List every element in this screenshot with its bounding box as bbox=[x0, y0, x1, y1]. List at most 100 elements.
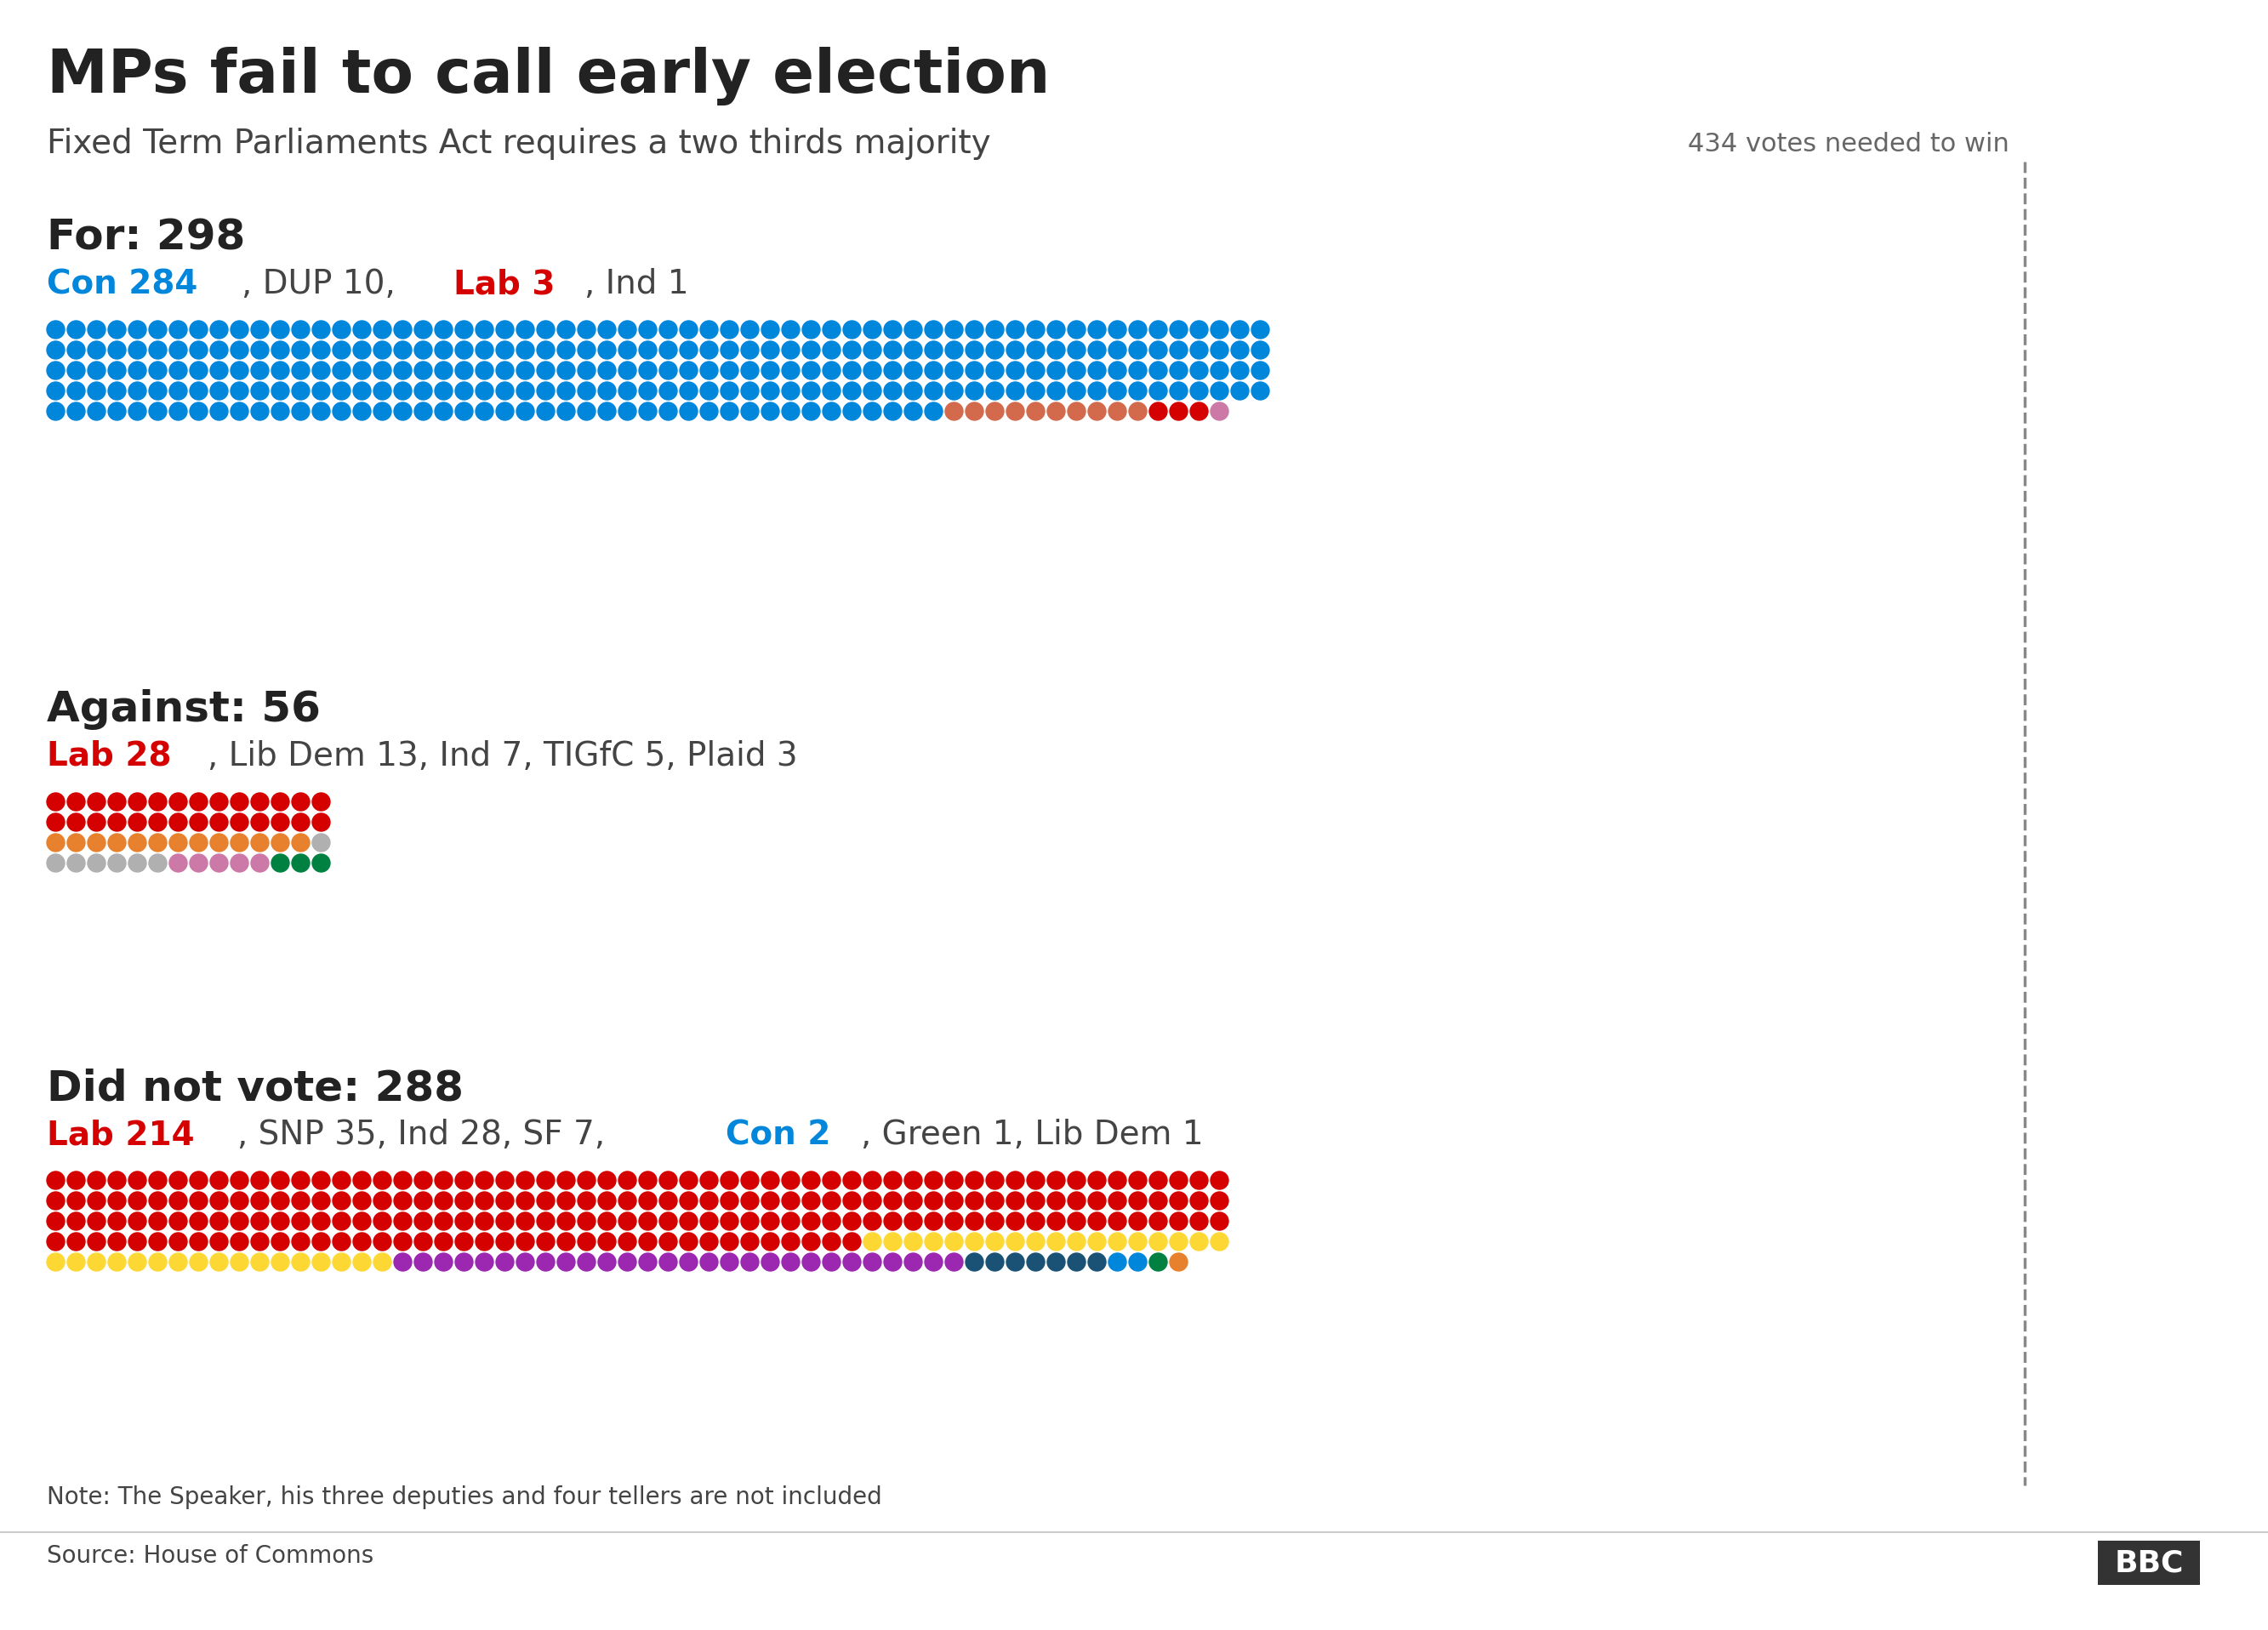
Circle shape bbox=[762, 1192, 780, 1209]
Circle shape bbox=[1150, 1253, 1168, 1271]
Circle shape bbox=[68, 1213, 86, 1231]
Circle shape bbox=[803, 1172, 821, 1190]
Circle shape bbox=[231, 403, 249, 421]
Circle shape bbox=[762, 1232, 780, 1250]
Circle shape bbox=[313, 1232, 331, 1250]
Circle shape bbox=[497, 1213, 515, 1231]
Circle shape bbox=[48, 854, 66, 872]
Circle shape bbox=[170, 341, 188, 359]
Circle shape bbox=[88, 1192, 107, 1209]
Circle shape bbox=[68, 854, 86, 872]
Circle shape bbox=[558, 1172, 576, 1190]
Circle shape bbox=[109, 1172, 127, 1190]
Circle shape bbox=[1170, 381, 1188, 399]
Circle shape bbox=[211, 1192, 229, 1209]
Circle shape bbox=[905, 362, 923, 380]
Circle shape bbox=[762, 321, 780, 339]
Circle shape bbox=[354, 1192, 372, 1209]
Circle shape bbox=[1109, 1172, 1127, 1190]
Circle shape bbox=[1191, 321, 1209, 339]
Circle shape bbox=[1068, 1253, 1086, 1271]
Text: Note: The Speaker, his three deputies and four tellers are not included: Note: The Speaker, his three deputies an… bbox=[48, 1485, 882, 1509]
Circle shape bbox=[456, 362, 474, 380]
Circle shape bbox=[905, 341, 923, 359]
Circle shape bbox=[272, 1253, 290, 1271]
Circle shape bbox=[48, 1253, 66, 1271]
Circle shape bbox=[48, 813, 66, 831]
Circle shape bbox=[374, 1192, 392, 1209]
Circle shape bbox=[1170, 1192, 1188, 1209]
Circle shape bbox=[844, 1192, 862, 1209]
Circle shape bbox=[129, 362, 147, 380]
Circle shape bbox=[680, 341, 699, 359]
Circle shape bbox=[191, 1213, 209, 1231]
Circle shape bbox=[538, 321, 556, 339]
Circle shape bbox=[844, 321, 862, 339]
Circle shape bbox=[619, 381, 637, 399]
Circle shape bbox=[925, 362, 943, 380]
Circle shape bbox=[987, 1253, 1005, 1271]
Circle shape bbox=[680, 1213, 699, 1231]
Circle shape bbox=[1027, 403, 1046, 421]
Circle shape bbox=[578, 362, 596, 380]
Circle shape bbox=[456, 1253, 474, 1271]
Circle shape bbox=[435, 362, 454, 380]
Circle shape bbox=[211, 362, 229, 380]
Circle shape bbox=[354, 403, 372, 421]
Circle shape bbox=[844, 1213, 862, 1231]
Circle shape bbox=[823, 1253, 841, 1271]
Circle shape bbox=[987, 403, 1005, 421]
Circle shape bbox=[1150, 362, 1168, 380]
Circle shape bbox=[925, 1213, 943, 1231]
Circle shape bbox=[803, 1253, 821, 1271]
Circle shape bbox=[538, 1213, 556, 1231]
Circle shape bbox=[191, 381, 209, 399]
Circle shape bbox=[88, 1172, 107, 1190]
Circle shape bbox=[1129, 403, 1148, 421]
Circle shape bbox=[252, 403, 270, 421]
Circle shape bbox=[966, 341, 984, 359]
Circle shape bbox=[966, 1213, 984, 1231]
Circle shape bbox=[354, 341, 372, 359]
Circle shape bbox=[966, 403, 984, 421]
Circle shape bbox=[782, 381, 801, 399]
Circle shape bbox=[1150, 321, 1168, 339]
Circle shape bbox=[1089, 403, 1107, 421]
Circle shape bbox=[211, 341, 229, 359]
Circle shape bbox=[272, 403, 290, 421]
Text: Lab 214: Lab 214 bbox=[48, 1118, 195, 1151]
Circle shape bbox=[966, 381, 984, 399]
Circle shape bbox=[885, 1192, 903, 1209]
Circle shape bbox=[823, 321, 841, 339]
Circle shape bbox=[272, 362, 290, 380]
Circle shape bbox=[558, 341, 576, 359]
Circle shape bbox=[517, 1213, 535, 1231]
Circle shape bbox=[517, 341, 535, 359]
Circle shape bbox=[313, 792, 331, 810]
Circle shape bbox=[701, 362, 719, 380]
Circle shape bbox=[211, 854, 229, 872]
Circle shape bbox=[1170, 321, 1188, 339]
Circle shape bbox=[578, 403, 596, 421]
Circle shape bbox=[293, 362, 311, 380]
Circle shape bbox=[48, 1192, 66, 1209]
Circle shape bbox=[435, 1192, 454, 1209]
Circle shape bbox=[88, 792, 107, 810]
Circle shape bbox=[803, 321, 821, 339]
Circle shape bbox=[354, 381, 372, 399]
Circle shape bbox=[252, 854, 270, 872]
Circle shape bbox=[782, 362, 801, 380]
Circle shape bbox=[742, 1192, 760, 1209]
Circle shape bbox=[68, 1253, 86, 1271]
Circle shape bbox=[395, 1192, 413, 1209]
Circle shape bbox=[150, 854, 168, 872]
Circle shape bbox=[497, 1232, 515, 1250]
Circle shape bbox=[252, 1192, 270, 1209]
Circle shape bbox=[354, 1213, 372, 1231]
Circle shape bbox=[1048, 321, 1066, 339]
Circle shape bbox=[415, 1232, 433, 1250]
Circle shape bbox=[395, 1172, 413, 1190]
Circle shape bbox=[109, 1213, 127, 1231]
Circle shape bbox=[558, 381, 576, 399]
Circle shape bbox=[333, 381, 352, 399]
